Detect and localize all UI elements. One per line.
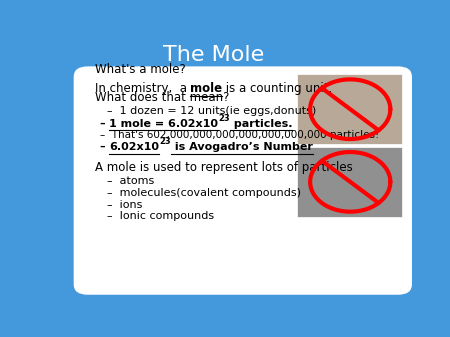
Text: –  1 dozen = 12 units(ie eggs,donuts): – 1 dozen = 12 units(ie eggs,donuts) [107,106,316,116]
FancyBboxPatch shape [297,74,401,144]
Text: 6.02x10: 6.02x10 [109,142,159,152]
Text: mole: mole [190,82,222,95]
Text: A mole is used to represent lots of particles: A mole is used to represent lots of part… [94,161,352,175]
Text: –  molecules(covalent compounds): – molecules(covalent compounds) [107,188,301,198]
Text: particles.: particles. [230,119,292,129]
Text: –  That's 602,000,000,000,000,000,000,000 particles!: – That's 602,000,000,000,000,000,000,000… [100,130,379,140]
Text: –: – [100,142,109,152]
Text: –  atoms: – atoms [107,177,154,186]
Text: 23: 23 [218,114,230,123]
Text: is Avogadro’s Number: is Avogadro’s Number [171,142,313,152]
Text: In chemistry,  a: In chemistry, a [94,82,190,95]
Text: –  ions: – ions [107,200,142,210]
FancyBboxPatch shape [74,66,412,295]
Text: –: – [100,119,109,129]
Text: 23: 23 [159,137,171,146]
FancyBboxPatch shape [297,147,401,217]
Text: –  Ionic compounds: – Ionic compounds [107,212,214,221]
Text: 1 mole = 6.02x10: 1 mole = 6.02x10 [109,119,218,129]
Text: What's a mole?: What's a mole? [94,63,185,76]
Text: is a counting unit.: is a counting unit. [222,82,333,95]
Text: The Mole: The Mole [162,45,264,65]
Text: What does that mean?: What does that mean? [94,91,229,104]
